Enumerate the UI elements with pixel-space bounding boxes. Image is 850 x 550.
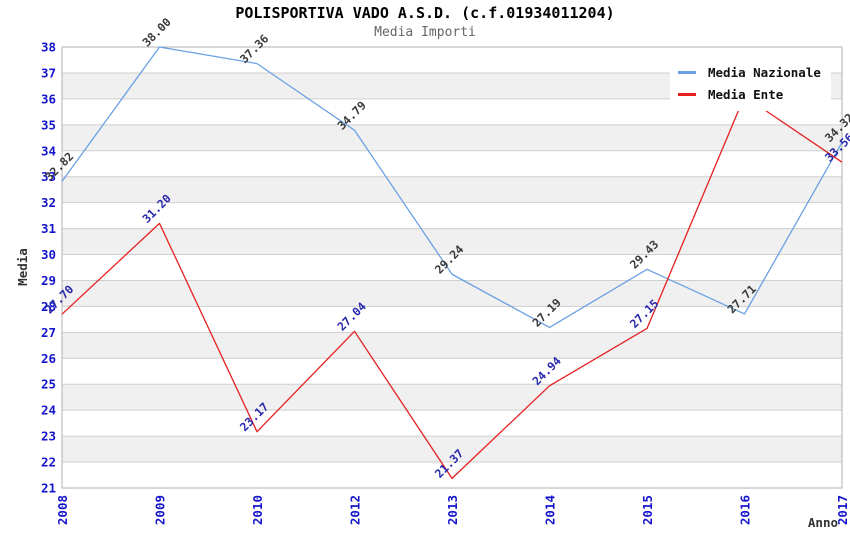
y-axis-tick-label: 28 <box>41 299 56 314</box>
x-axis-title: Anno <box>808 515 838 530</box>
y-axis-tick-label: 24 <box>41 403 56 418</box>
grid-band <box>62 176 842 203</box>
media-ente-line-swatch-icon <box>678 92 696 96</box>
x-axis-tick-label: 2009 <box>153 495 168 525</box>
grid-band <box>62 436 842 463</box>
y-axis-title: Media <box>15 248 30 286</box>
legend-item-media-nazionale: Media Nazionale <box>678 61 821 83</box>
media-nazionale-line-swatch-icon <box>678 70 696 74</box>
plot-border <box>61 46 843 489</box>
y-axis-tick-label: 25 <box>41 377 56 392</box>
y-axis-tick-label: 35 <box>41 117 56 132</box>
y-axis-tick-label: 37 <box>41 65 56 80</box>
y-axis-tick-label: 36 <box>41 91 56 106</box>
chart-title: POLISPORTIVA VADO A.S.D. (c.f.0193401120… <box>235 4 615 22</box>
legend-item-media-ente: Media Ente <box>678 83 821 105</box>
grid-band <box>62 332 842 359</box>
x-axis-tick-label: 2017 <box>835 495 850 525</box>
y-axis-tick-label: 34 <box>41 143 56 158</box>
y-axis-tick-label: 32 <box>41 195 56 210</box>
x-axis-tick-label: 2013 <box>445 495 460 525</box>
series-line-nazionale <box>61 46 843 329</box>
grid-band <box>62 124 842 151</box>
x-axis-tick-label: 2008 <box>55 495 70 525</box>
grid-band <box>62 384 842 411</box>
x-axis-tick-label: 2010 <box>250 495 265 525</box>
y-axis-tick-label: 38 <box>41 40 56 55</box>
series-line-ente <box>61 95 843 480</box>
y-axis-tick-label: 27 <box>41 325 56 340</box>
point-value-label-ente: 24.94 <box>529 354 563 388</box>
legend-label: Media Nazionale <box>708 64 821 80</box>
grid-band <box>62 280 842 307</box>
chart-header: POLISPORTIVA VADO A.S.D. (c.f.0193401120… <box>0 4 850 40</box>
y-axis-tick-label: 29 <box>41 273 56 288</box>
legend: Media Nazionale Media Ente <box>670 55 831 111</box>
y-axis-tick-label: 22 <box>41 455 56 470</box>
y-axis-tick-label: 21 <box>41 481 56 496</box>
x-axis-tick-label: 2012 <box>348 495 363 525</box>
chart-subtitle: Media Importi <box>374 25 476 40</box>
x-axis-tick-label: 2016 <box>738 495 753 525</box>
y-axis-tick-label: 26 <box>41 351 56 366</box>
y-axis-tick-label: 30 <box>41 247 56 262</box>
grid-band <box>62 228 842 255</box>
x-axis-tick-label: 2015 <box>640 495 655 525</box>
x-axis-tick-label: 2014 <box>543 495 558 525</box>
y-axis-tick-label: 31 <box>41 221 56 236</box>
y-axis-tick-label: 23 <box>41 429 56 444</box>
y-axis-tick-label: 33 <box>41 169 56 184</box>
legend-label: Media Ente <box>708 86 784 102</box>
